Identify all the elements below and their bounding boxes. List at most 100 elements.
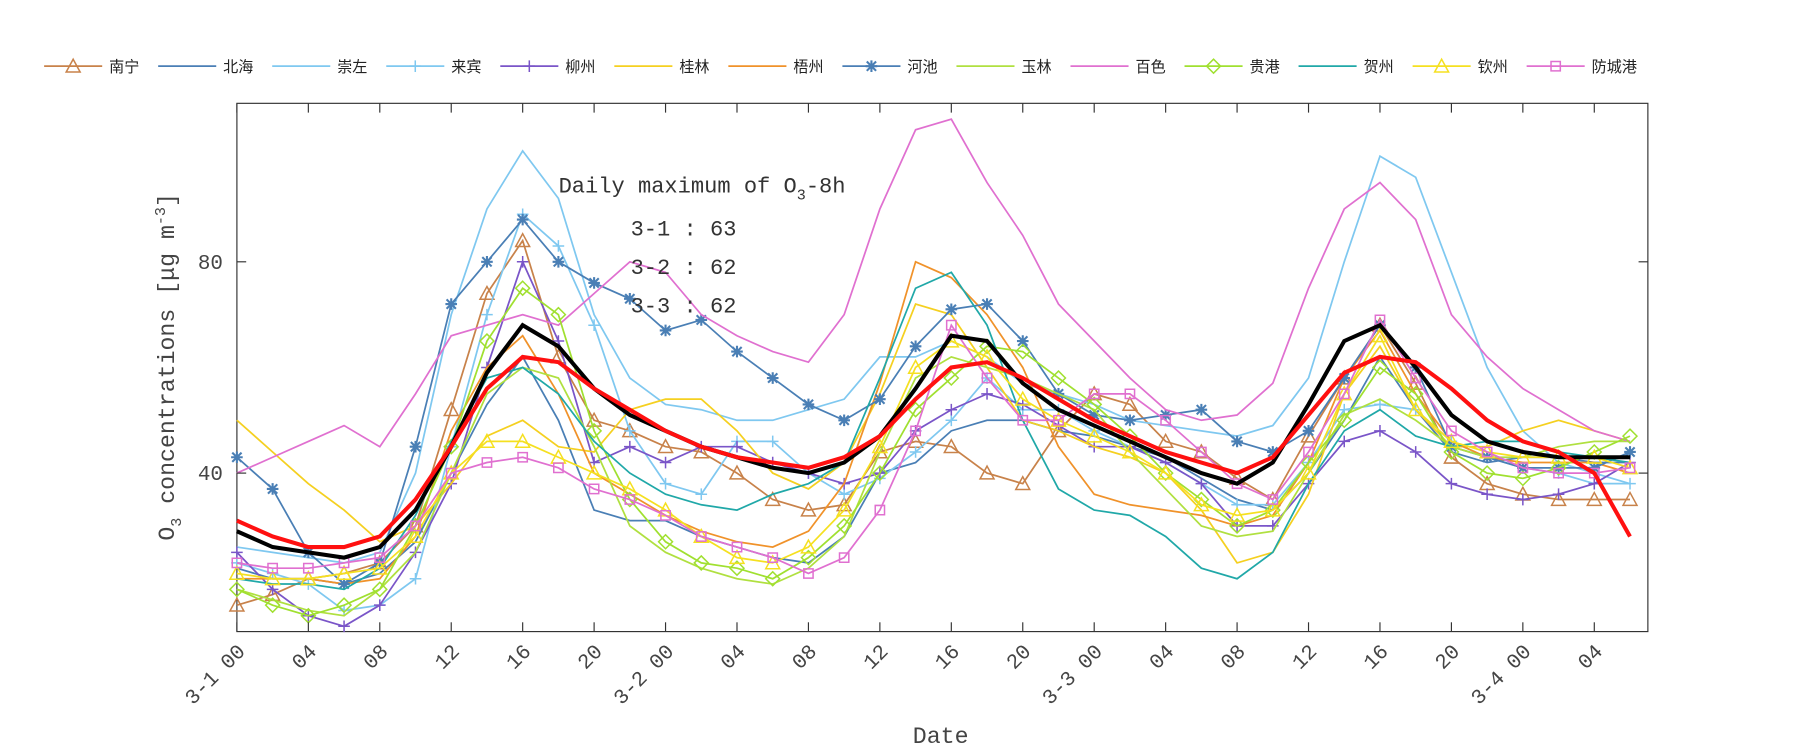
data-marker [588,277,600,289]
data-marker [228,564,246,581]
data-marker [586,422,603,439]
data-marker [1374,398,1386,411]
data-marker [836,517,853,534]
legend-label: 崇左 [337,58,367,76]
legend-marker [1205,58,1222,75]
x-tick-label: 12 [431,641,465,675]
data-marker [978,464,996,480]
data-marker [443,438,460,455]
data-marker [407,527,424,544]
data-marker [624,292,636,305]
data-marker [766,435,779,448]
x-tick-label: 04 [1575,641,1609,675]
data-marker [1624,477,1636,490]
data-marker [338,604,350,617]
series-line [236,355,1631,617]
x-tick-label: 20 [1432,641,1466,675]
data-marker [514,232,531,248]
data-marker [1085,427,1103,443]
data-marker [1478,443,1496,459]
data-marker [266,583,279,596]
annotation-sub: 3 [797,187,806,205]
data-marker [478,432,496,448]
data-marker [516,213,529,226]
data-marker [871,465,888,482]
data-marker [659,324,672,337]
data-marker [231,451,243,464]
legend-marker [523,60,536,72]
data-marker [1481,488,1493,501]
data-marker [981,388,993,400]
data-marker [624,440,636,453]
y-label-part: ] [155,193,181,207]
legend-marker [409,60,422,72]
data-marker [266,483,279,495]
series-line [236,303,1631,564]
annotation-part: Daily maximum of O [559,175,797,200]
data-marker [1193,491,1210,508]
data-marker [1550,490,1567,507]
legend-label: 河池 [907,58,937,76]
legend-label: 北海 [223,58,253,76]
data-marker [728,549,746,565]
series-line [236,238,1631,607]
data-marker [552,255,565,268]
series-line [236,286,1631,617]
series-line [236,118,1631,474]
data-marker [1193,443,1210,459]
data-marker [838,414,850,427]
data-marker [943,438,960,454]
legend-label: 百色 [1136,58,1166,76]
data-marker [766,372,779,384]
data-marker [1338,435,1351,448]
data-marker [731,345,743,358]
data-marker [1517,493,1529,506]
annotation-part: -8h [806,175,846,200]
data-marker [1014,390,1031,406]
data-marker [945,414,958,427]
data-marker [1124,414,1136,427]
data-marker [1407,385,1424,402]
data-marker [371,559,389,575]
data-marker [1124,388,1136,400]
data-marker [728,464,746,480]
data-marker [228,596,246,612]
data-marker [1517,462,1529,474]
data-marker [659,456,672,469]
x-tick-label: 04 [717,641,751,675]
data-marker [409,572,422,585]
data-marker [1121,443,1139,459]
data-marker [481,457,493,468]
legend-marker [64,57,82,73]
x-tick-label: 3-4 00 [1468,641,1537,710]
series-line [236,271,1631,591]
data-marker [693,554,710,571]
x-tick-label: 3-2 00 [610,641,679,710]
legend-marker [1550,60,1562,72]
data-marker [228,581,245,598]
legend-marker [1433,57,1450,73]
data-marker [1374,425,1386,437]
data-marker [517,451,529,463]
data-marker [1014,475,1031,491]
data-marker [1443,448,1460,464]
x-tick-label: 20 [574,641,608,675]
legend-label: 钦州 [1478,58,1508,76]
y-label-sup: -3 [152,207,170,225]
legend-label: 柳州 [565,58,595,76]
x-tick-label: 04 [289,641,323,675]
data-marker [802,398,815,411]
data-marker [300,570,317,586]
data-marker [588,483,600,495]
x-tick-label: 08 [1217,641,1251,675]
data-marker [1443,432,1460,448]
data-marker [445,467,457,479]
data-marker [481,308,493,321]
data-marker [1086,396,1103,413]
data-marker [1195,403,1208,416]
data-marker [1336,385,1353,401]
y-axis-label: O3 concentrations [μg m-3] [152,193,186,541]
data-marker [410,520,421,532]
data-marker [1228,506,1246,522]
data-marker [907,401,924,418]
